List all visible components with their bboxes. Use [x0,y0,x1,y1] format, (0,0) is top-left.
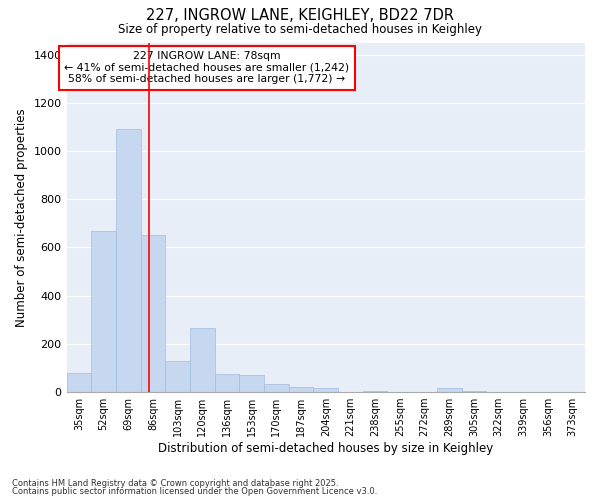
Bar [140,236,165,392]
Bar [264,384,289,392]
Text: Contains HM Land Registry data © Crown copyright and database right 2025.: Contains HM Land Registry data © Crown c… [12,478,338,488]
Bar [239,375,264,392]
Text: Size of property relative to semi-detached houses in Keighley: Size of property relative to semi-detach… [118,22,482,36]
Text: Contains public sector information licensed under the Open Government Licence v3: Contains public sector information licen… [12,487,377,496]
Bar [313,388,338,392]
Bar [67,373,91,392]
Bar [190,328,215,392]
X-axis label: Distribution of semi-detached houses by size in Keighley: Distribution of semi-detached houses by … [158,442,493,455]
Bar [91,230,116,392]
Text: 227, INGROW LANE, KEIGHLEY, BD22 7DR: 227, INGROW LANE, KEIGHLEY, BD22 7DR [146,8,454,22]
Bar [437,388,461,392]
Text: 227 INGROW LANE: 78sqm
← 41% of semi-detached houses are smaller (1,242)
58% of : 227 INGROW LANE: 78sqm ← 41% of semi-det… [64,51,349,84]
Bar [116,130,140,392]
Bar [215,374,239,392]
Bar [363,391,388,392]
Bar [461,391,486,392]
Bar [289,388,313,392]
Y-axis label: Number of semi-detached properties: Number of semi-detached properties [15,108,28,326]
Bar [165,360,190,392]
